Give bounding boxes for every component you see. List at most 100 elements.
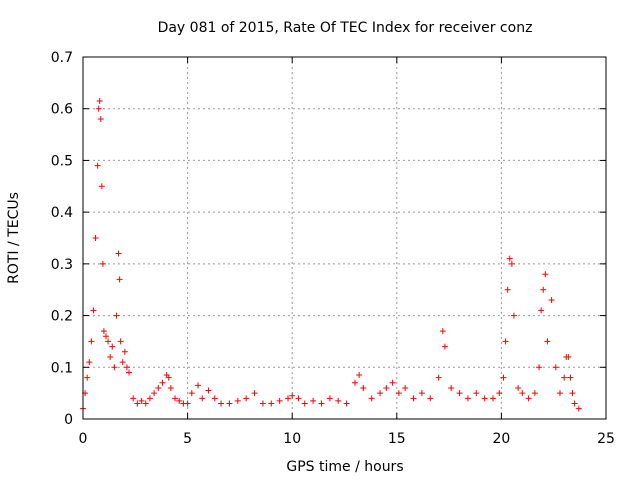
data-point xyxy=(542,271,549,278)
data-point xyxy=(435,374,442,381)
data-point xyxy=(395,390,402,397)
data-point xyxy=(402,384,409,391)
y-axis-ticks: 0 0.1 0.2 0.3 0.4 0.5 0.6 0.7 xyxy=(51,50,606,428)
data-point xyxy=(427,395,434,402)
data-point xyxy=(575,405,582,412)
data-point xyxy=(95,105,102,112)
data-point xyxy=(500,374,507,381)
data-point xyxy=(94,162,101,169)
data-point xyxy=(418,390,425,397)
data-point xyxy=(123,364,130,371)
data-point xyxy=(318,400,325,407)
data-point xyxy=(111,364,118,371)
x-tick-label: 25 xyxy=(597,431,615,447)
data-point xyxy=(243,395,250,402)
data-point xyxy=(410,395,417,402)
data-point xyxy=(508,260,515,267)
data-point xyxy=(88,338,95,345)
data-point xyxy=(90,307,97,314)
data-point xyxy=(552,364,559,371)
data-point xyxy=(510,312,517,319)
data-point xyxy=(96,97,103,104)
data-point xyxy=(84,374,91,381)
data-point xyxy=(117,338,124,345)
data-point xyxy=(504,286,511,293)
x-axis-ticks: 0 5 10 15 20 25 xyxy=(79,57,615,447)
data-point xyxy=(116,276,123,283)
data-point xyxy=(151,390,158,397)
x-axis-label: GPS time / hours xyxy=(286,459,403,475)
data-point xyxy=(456,390,463,397)
data-point xyxy=(142,400,149,407)
data-point xyxy=(107,353,114,360)
data-point xyxy=(259,400,266,407)
data-point xyxy=(548,297,555,304)
data-point xyxy=(109,343,116,350)
data-point xyxy=(234,397,241,404)
x-tick-label: 5 xyxy=(183,431,192,447)
data-point xyxy=(159,379,166,386)
data-point xyxy=(439,328,446,335)
data-point xyxy=(98,183,105,190)
data-point xyxy=(525,395,532,402)
data-point xyxy=(556,390,563,397)
data-point xyxy=(126,369,133,376)
data-point xyxy=(134,400,141,407)
data-point xyxy=(276,397,283,404)
data-point xyxy=(211,395,218,402)
data-point xyxy=(251,390,258,397)
data-point xyxy=(496,390,503,397)
data-point xyxy=(172,395,179,402)
data-point xyxy=(383,384,390,391)
y-tick-label: 0.2 xyxy=(51,309,73,325)
data-point xyxy=(544,338,551,345)
data-point xyxy=(115,250,122,257)
y-tick-label: 0.5 xyxy=(51,153,73,169)
data-point xyxy=(464,395,471,402)
data-point xyxy=(540,286,547,293)
data-point xyxy=(448,384,455,391)
grid-lines xyxy=(83,57,606,419)
data-point xyxy=(567,374,574,381)
data-point xyxy=(377,390,384,397)
data-point xyxy=(113,312,120,319)
data-point xyxy=(155,384,162,391)
y-tick-label: 0.7 xyxy=(51,50,73,66)
y-tick-label: 0.4 xyxy=(51,205,73,221)
data-point xyxy=(561,374,568,381)
data-point xyxy=(368,395,375,402)
data-point xyxy=(565,353,572,360)
data-point xyxy=(301,400,308,407)
data-point xyxy=(536,364,543,371)
data-point xyxy=(531,390,538,397)
x-tick-label: 15 xyxy=(388,431,406,447)
data-point xyxy=(506,255,513,262)
data-point xyxy=(205,387,212,394)
plot-frame xyxy=(82,56,607,420)
data-point xyxy=(146,395,153,402)
data-point xyxy=(119,359,126,366)
data-point xyxy=(538,307,545,314)
data-point xyxy=(343,400,350,407)
data-point xyxy=(502,338,509,345)
data-point xyxy=(335,397,342,404)
y-axis-label: ROTI / TECUs xyxy=(6,192,22,284)
data-point xyxy=(473,390,480,397)
data-point xyxy=(481,395,488,402)
data-point xyxy=(571,400,578,407)
data-point xyxy=(97,116,104,123)
x-tick-label: 20 xyxy=(492,431,510,447)
data-point xyxy=(356,372,363,379)
data-point xyxy=(86,359,93,366)
data-point xyxy=(218,400,225,407)
data-point xyxy=(569,390,576,397)
data-point xyxy=(138,397,145,404)
data-point xyxy=(285,395,292,402)
data-point xyxy=(519,390,526,397)
data-point xyxy=(165,374,172,381)
data-point xyxy=(295,395,302,402)
data-point xyxy=(184,400,191,407)
data-point xyxy=(441,343,448,350)
data-point xyxy=(389,379,396,386)
data-point xyxy=(92,235,99,241)
